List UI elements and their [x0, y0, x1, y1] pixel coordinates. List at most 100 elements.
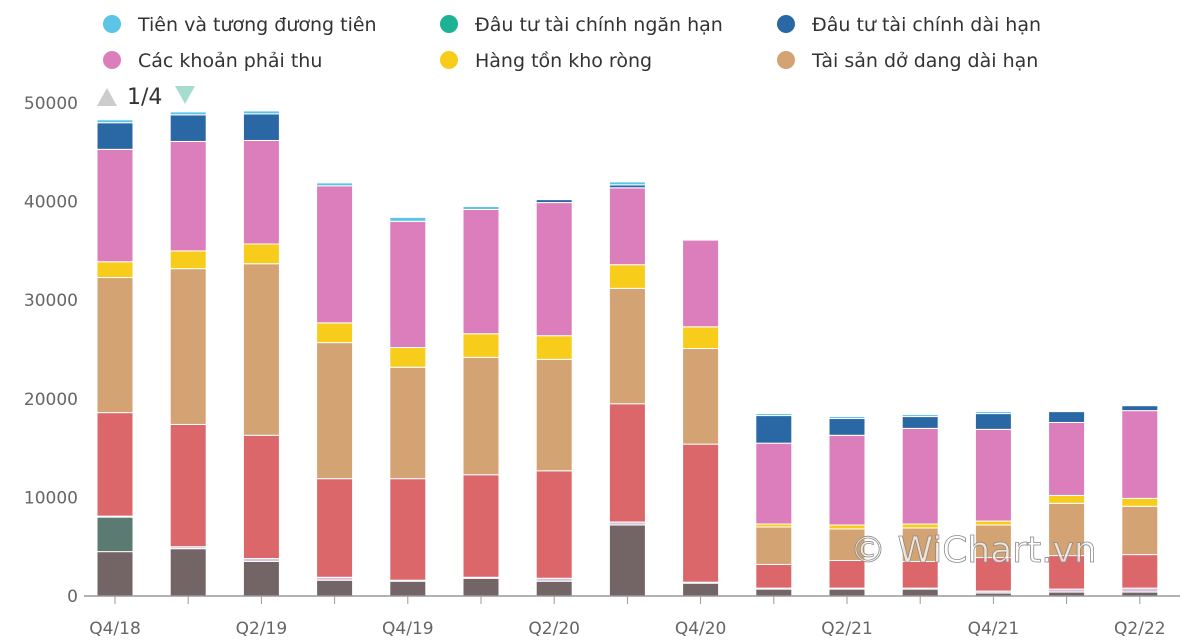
bar-stack-Q2/20[interactable] [535, 199, 573, 597]
bar-segment[interactable] [169, 140, 207, 252]
bar-segment[interactable] [755, 588, 793, 597]
bar-segment[interactable] [682, 326, 720, 350]
legend-item[interactable]: Tài sản dở dang dài hạn [777, 50, 1038, 72]
bar-segment[interactable] [608, 403, 646, 523]
bar-segment[interactable] [608, 287, 646, 405]
bar-segment[interactable] [535, 358, 573, 472]
bar-segment[interactable] [169, 423, 207, 548]
bar-segment[interactable] [242, 263, 280, 436]
bar-segment[interactable] [828, 560, 866, 589]
bar-segment[interactable] [389, 580, 427, 597]
bar-segment[interactable] [901, 560, 939, 589]
bar-segment[interactable] [169, 268, 207, 425]
bar-segment[interactable] [1048, 421, 1086, 496]
bar-segment[interactable] [828, 416, 866, 420]
bar-segment[interactable] [535, 199, 573, 204]
bar-segment[interactable] [974, 520, 1012, 526]
bar-segment[interactable] [755, 563, 793, 589]
bar-segment[interactable] [901, 414, 939, 418]
bar-stack-Q2/19[interactable] [242, 110, 280, 597]
bar-segment[interactable] [242, 113, 280, 141]
bar-segment[interactable] [535, 202, 573, 337]
bar-segment[interactable] [1048, 411, 1086, 423]
bar-segment[interactable] [96, 551, 134, 597]
bar-segment[interactable] [169, 111, 207, 116]
bar-segment[interactable] [462, 206, 500, 210]
bar-segment[interactable] [974, 411, 1012, 415]
bar-segment[interactable] [96, 148, 134, 263]
bar-stack-Q1/21[interactable] [755, 413, 793, 597]
bar-segment[interactable] [755, 442, 793, 525]
bar-stack-Q2/21[interactable] [828, 416, 866, 597]
bar-segment[interactable] [901, 427, 939, 525]
bar-segment[interactable] [608, 264, 646, 289]
bar-segment[interactable] [755, 413, 793, 417]
bar-segment[interactable] [462, 474, 500, 578]
bar-segment[interactable] [316, 579, 354, 597]
bar-segment[interactable] [755, 415, 793, 444]
bar-segment[interactable] [389, 220, 427, 349]
bar-segment[interactable] [1121, 497, 1159, 507]
bar-segment[interactable] [242, 434, 280, 560]
bar-segment[interactable] [1121, 405, 1159, 412]
bar-segment[interactable] [242, 139, 280, 245]
bar-segment[interactable] [901, 527, 939, 562]
bar-segment[interactable] [608, 181, 646, 186]
bar-segment[interactable] [901, 588, 939, 597]
bar-segment[interactable] [169, 548, 207, 597]
legend-item[interactable]: Đâu tư tài chính dài hạn [777, 14, 1041, 36]
bar-stack-Q4/18[interactable] [96, 119, 134, 597]
legend-item[interactable]: Các khoản phải thu [103, 50, 322, 72]
bar-segment[interactable] [389, 216, 427, 222]
bar-segment[interactable] [901, 416, 939, 429]
bar-segment[interactable] [828, 588, 866, 597]
bar-segment[interactable] [1048, 555, 1086, 590]
bar-segment[interactable] [242, 110, 280, 115]
bar-stack-Q1/22[interactable] [1048, 411, 1086, 597]
bar-segment[interactable] [169, 250, 207, 270]
bar-segment[interactable] [96, 122, 134, 150]
bar-segment[interactable] [316, 182, 354, 187]
bar-segment[interactable] [901, 523, 939, 529]
bar-segment[interactable] [828, 434, 866, 526]
bar-segment[interactable] [682, 238, 720, 241]
bar-stack-Q2/22[interactable] [1121, 405, 1159, 597]
bar-segment[interactable] [828, 418, 866, 436]
bar-segment[interactable] [242, 560, 280, 597]
bar-segment[interactable] [1121, 554, 1159, 589]
bar-segment[interactable] [1048, 494, 1086, 504]
bar-segment[interactable] [96, 412, 134, 517]
bar-segment[interactable] [96, 277, 134, 414]
bar-stack-Q4/20[interactable] [682, 238, 720, 597]
bar-segment[interactable] [389, 478, 427, 581]
bar-segment[interactable] [462, 577, 500, 597]
bar-segment[interactable] [242, 243, 280, 265]
legend-item[interactable]: Tiên và tương đương tiên [103, 14, 377, 36]
bar-stack-Q3/21[interactable] [901, 414, 939, 597]
bar-segment[interactable] [96, 261, 134, 279]
bar-segment[interactable] [389, 366, 427, 480]
bar-segment[interactable] [316, 478, 354, 578]
bar-segment[interactable] [462, 356, 500, 476]
bar-segment[interactable] [608, 187, 646, 266]
bar-segment[interactable] [755, 526, 793, 565]
bar-segment[interactable] [96, 516, 134, 553]
bar-segment[interactable] [608, 524, 646, 597]
bar-segment[interactable] [1121, 587, 1159, 593]
bar-segment[interactable] [535, 335, 573, 360]
bar-segment[interactable] [974, 524, 1012, 559]
bar-segment[interactable] [316, 342, 354, 480]
bar-segment[interactable] [682, 582, 720, 597]
bar-segment[interactable] [974, 413, 1012, 430]
bar-segment[interactable] [389, 347, 427, 368]
legend-item[interactable]: Đâu tư tài chính ngăn hạn [440, 14, 723, 36]
bar-segment[interactable] [535, 470, 573, 579]
bar-segment[interactable] [316, 322, 354, 344]
legend-next-arrow-icon[interactable] [175, 86, 195, 104]
bar-segment[interactable] [682, 443, 720, 583]
bar-segment[interactable] [462, 333, 500, 358]
bar-segment[interactable] [1121, 505, 1159, 556]
bar-segment[interactable] [974, 428, 1012, 522]
bar-stack-Q4/21[interactable] [974, 411, 1012, 597]
bar-segment[interactable] [96, 119, 134, 124]
